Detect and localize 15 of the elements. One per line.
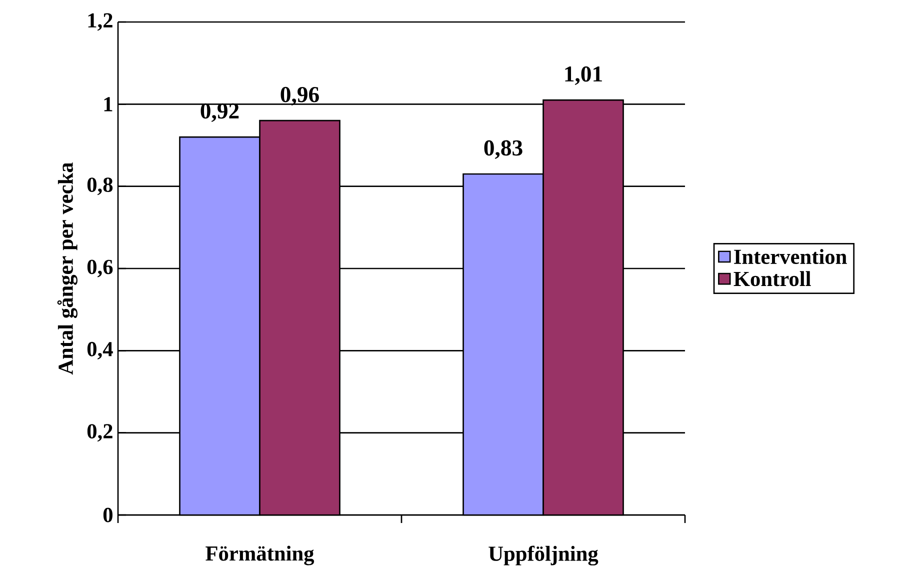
data-label: 0,83 — [484, 140, 522, 159]
x-tick-label: Uppföljning — [488, 546, 598, 566]
y-axis-title: Antal gånger per vecka — [57, 162, 78, 375]
y-tick-label: 0,8 — [87, 178, 113, 196]
x-tick-label: Förmätning — [206, 546, 314, 566]
y-tick-label: 0,2 — [87, 424, 112, 442]
legend-label: Kontroll — [734, 271, 811, 286]
legend-label: Intervention — [734, 249, 847, 264]
y-tick-label: 0 — [103, 508, 112, 522]
data-label: 1,01 — [565, 66, 602, 85]
y-tick-label: 0,4 — [87, 342, 113, 360]
y-tick-label: 1,2 — [88, 13, 112, 31]
y-tick-label: 0,6 — [87, 260, 113, 278]
y-tick-label: 1 — [104, 97, 112, 112]
data-label: 0,96 — [280, 86, 319, 106]
